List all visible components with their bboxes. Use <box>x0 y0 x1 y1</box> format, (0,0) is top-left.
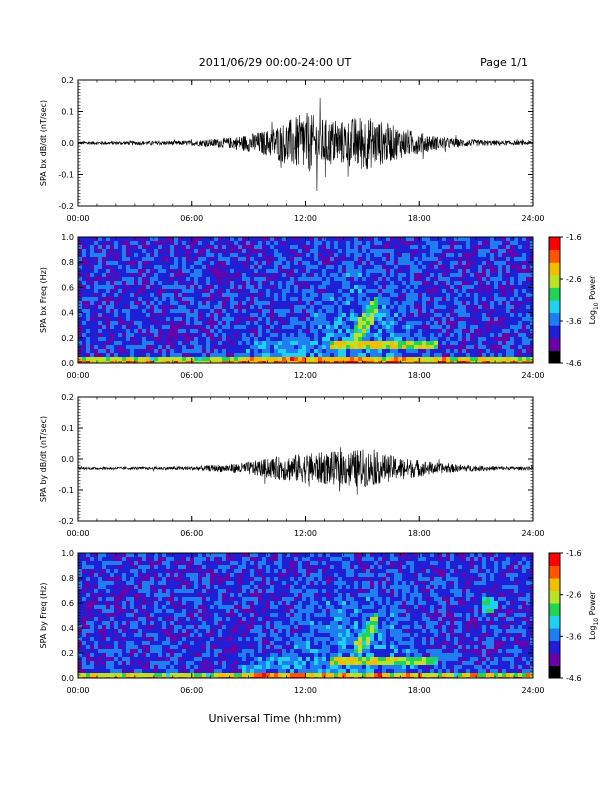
colorbar-label: Log10 Power <box>588 590 600 639</box>
colorbar-segment <box>549 578 560 591</box>
x-tick-label: 18:00 <box>408 529 431 538</box>
colorbar-segment <box>549 262 560 275</box>
y-tick-label: 1.0 <box>61 549 74 558</box>
colorbar-segment <box>549 591 560 604</box>
colorbar-tick-label: -4.6 <box>566 359 582 368</box>
y-tick-label: 0.6 <box>61 283 74 292</box>
timeseries-panel-3: 00:00 06:00 12:00 18:00 24:00 -0.2 -0.1 0.0 0.1 0… <box>39 393 545 538</box>
y-axis-label: SPA bx Freq (Hz) <box>39 267 48 333</box>
colorbar-tick-label: -1.6 <box>566 233 582 242</box>
colorbar-segment <box>549 313 560 326</box>
x-axis: 00:00 06:00 12:00 18:00 24:00 <box>66 80 544 223</box>
y-tick-label: 0.0 <box>61 674 74 683</box>
waveform-line <box>78 447 533 494</box>
page-label: Page 1/1 <box>480 56 528 69</box>
colorbar: -1.6 -2.6 -3.6 -4.6 Log10 Power <box>549 233 600 368</box>
x-tick-label: 18:00 <box>408 686 431 695</box>
x-tick-label: 00:00 <box>66 529 89 538</box>
colorbar-tick-label: -1.6 <box>566 549 582 558</box>
y-tick-label: -0.1 <box>58 171 74 180</box>
x-axis-label: Universal Time (hh:mm) <box>209 712 342 725</box>
y-tick-label: 0.4 <box>61 309 74 318</box>
y-tick-label: 0.0 <box>61 359 74 368</box>
y-tick-label: -0.1 <box>58 486 74 495</box>
colorbar-tick-label: -2.6 <box>566 275 582 284</box>
x-tick-label: 00:00 <box>66 371 89 380</box>
colorbar: -1.6 -2.6 -3.6 -4.6 Log10 Power <box>549 549 600 683</box>
waveform <box>78 447 533 494</box>
colorbar-segment <box>549 566 560 579</box>
colorbar-segment <box>549 325 560 338</box>
colorbar-segment <box>549 628 560 641</box>
y-tick-label: 0.4 <box>61 624 74 633</box>
x-tick-label: 24:00 <box>521 686 544 695</box>
colorbar-label: Log10 Power <box>588 275 600 324</box>
y-tick-label: 0.2 <box>61 649 74 658</box>
spectrogram-panel-2: -1.6 -2.6 -3.6 -4.6 Log10 Power 00:00 06:00 12:… <box>39 233 600 380</box>
plot-frame <box>78 397 533 521</box>
colorbar-segment <box>549 275 560 288</box>
x-tick-label: 00:00 <box>66 214 89 223</box>
colorbar-tick-label: -4.6 <box>566 674 582 683</box>
y-tick-label: 0.6 <box>61 599 74 608</box>
colorbar-segment <box>549 350 560 363</box>
x-tick-label: 12:00 <box>294 371 317 380</box>
colorbar-segment <box>549 616 560 629</box>
colorbar-tick-label: -3.6 <box>566 632 582 641</box>
colorbar-segment <box>549 666 560 679</box>
x-tick-label: 24:00 <box>521 371 544 380</box>
x-tick-label: 24:00 <box>521 214 544 223</box>
y-tick-label: 0.0 <box>61 455 74 464</box>
waveform-line <box>78 98 533 191</box>
spectrogram-image <box>78 237 534 365</box>
colorbar-segment <box>549 641 560 654</box>
y-tick-label: 1.0 <box>61 233 74 242</box>
colorbar-segment <box>549 553 560 566</box>
colorbar-segment <box>549 300 560 313</box>
colorbar-segment <box>549 237 560 250</box>
y-tick-label: -0.2 <box>58 202 74 211</box>
y-tick-label: 0.2 <box>61 393 74 402</box>
y-tick-label: 0.8 <box>61 258 74 267</box>
y-axis-label: SPA by dB/dt (nT/sec) <box>39 416 48 502</box>
y-tick-label: 0.2 <box>61 76 74 85</box>
spectrogram-image <box>78 553 534 681</box>
colorbar-tick-label: -3.6 <box>566 317 582 326</box>
x-tick-label: 06:00 <box>180 686 203 695</box>
y-tick-label: 0.0 <box>61 139 74 148</box>
y-axis-label: SPA by Freq (Hz) <box>39 583 48 649</box>
colorbar-segment <box>549 287 560 300</box>
x-tick-label: 06:00 <box>180 529 203 538</box>
colorbar-segment <box>549 250 560 263</box>
x-tick-label: 06:00 <box>180 214 203 223</box>
x-tick-label: 18:00 <box>408 371 431 380</box>
colorbar-tick-label: -2.6 <box>566 591 582 600</box>
colorbar-segment <box>549 603 560 616</box>
x-tick-label: 18:00 <box>408 214 431 223</box>
y-tick-label: 0.2 <box>61 334 74 343</box>
x-tick-label: 00:00 <box>66 686 89 695</box>
y-axis-label: SPA bx dB/dt (nT/sec) <box>39 100 48 186</box>
x-tick-label: 24:00 <box>521 529 544 538</box>
figure-title: 2011/06/29 00:00-24:00 UT <box>199 56 352 69</box>
colorbar-segment <box>549 653 560 666</box>
x-tick-label: 12:00 <box>294 686 317 695</box>
x-tick-label: 12:00 <box>294 214 317 223</box>
spectrogram-panel-4: -1.6 -2.6 -3.6 -4.6 Log10 Power 00:00 06:00 12:… <box>39 549 600 695</box>
y-tick-label: 0.8 <box>61 574 74 583</box>
x-tick-label: 06:00 <box>180 371 203 380</box>
y-tick-label: 0.1 <box>61 424 74 433</box>
colorbar-segment <box>549 338 560 351</box>
y-tick-label: -0.2 <box>58 517 74 526</box>
x-tick-label: 12:00 <box>294 529 317 538</box>
y-tick-label: 0.1 <box>61 108 74 117</box>
waveform <box>78 98 533 191</box>
